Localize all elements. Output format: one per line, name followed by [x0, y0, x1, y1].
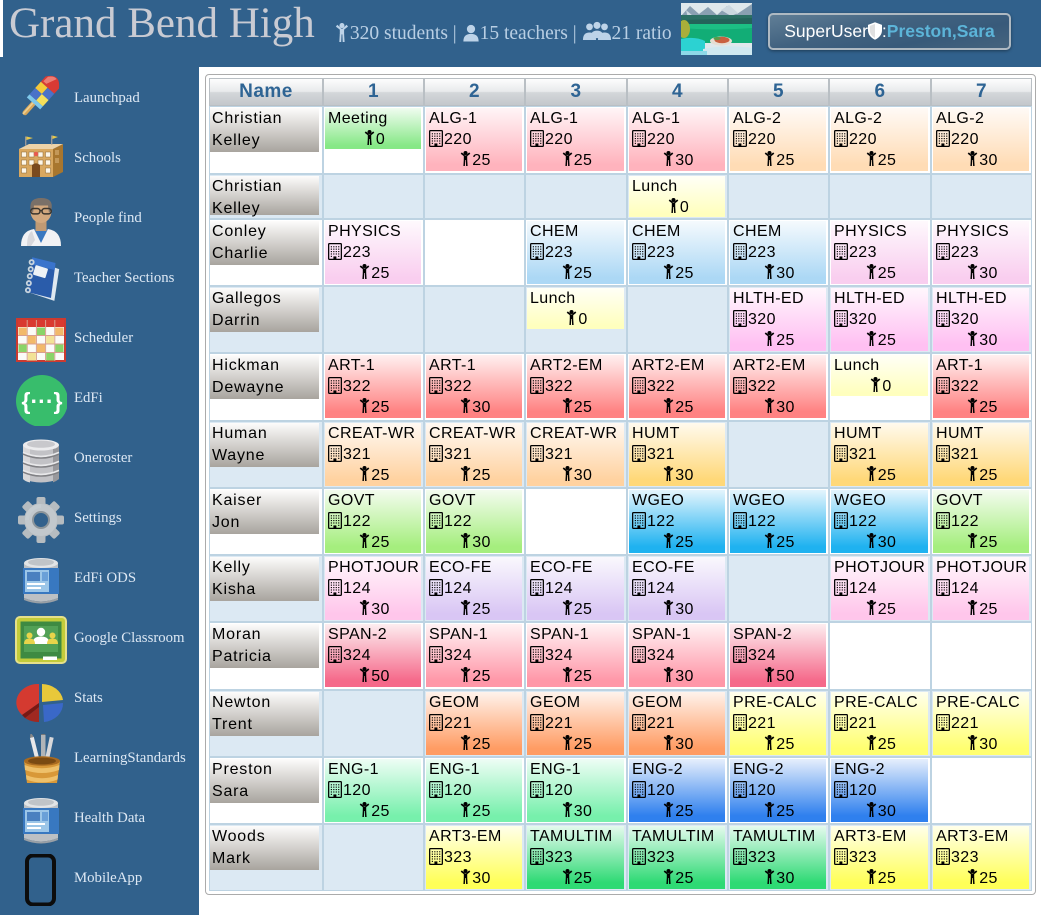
svg-text:{···}: {···} [22, 388, 63, 414]
